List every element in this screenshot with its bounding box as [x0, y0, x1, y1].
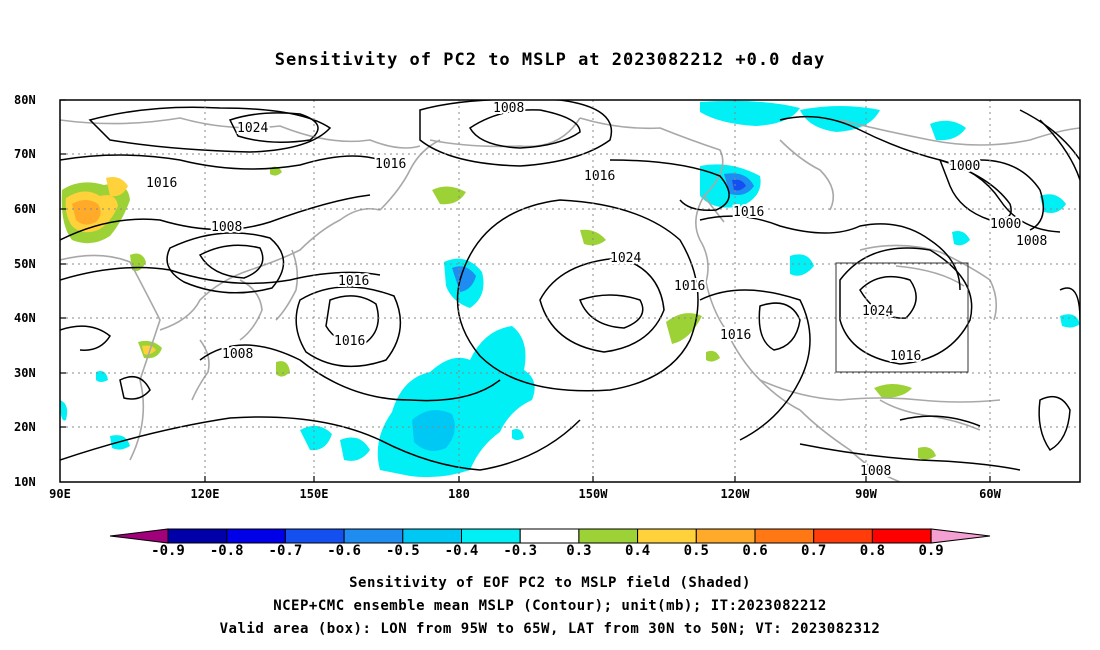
- caption-valid-area: Valid area (box): LON from 95W to 65W, L…: [219, 621, 881, 637]
- colorbar-tick-label: -0.3: [503, 543, 538, 559]
- lat-label-70n: 70N: [14, 147, 36, 161]
- mslp-contours: [60, 100, 1080, 471]
- contour-label: 1024: [237, 121, 268, 136]
- lat-label-10n: 10N: [14, 475, 36, 489]
- lon-label-120w: 120W: [720, 487, 750, 501]
- contour-label: 1016: [584, 169, 615, 184]
- contour-label: 1008: [222, 347, 253, 362]
- lat-label-50n: 50N: [14, 257, 36, 271]
- contour-label: 1024: [862, 304, 893, 319]
- axis-ticks: [60, 99, 991, 482]
- contour-label: 1016: [733, 205, 764, 220]
- colorbar-tick-label: 0.8: [859, 543, 886, 559]
- colorbar-tick-label: 0.5: [683, 543, 709, 559]
- map-title: Sensitivity of PC2 to MSLP at 2023082212…: [274, 50, 826, 70]
- lon-label-150e: 150E: [299, 487, 329, 501]
- contour-label: 1008: [493, 101, 524, 116]
- grid-lines: [60, 100, 1080, 482]
- lat-label-80n: 80N: [14, 93, 36, 107]
- lon-label-120e: 120E: [190, 487, 220, 501]
- contour-label: 1016: [720, 328, 751, 343]
- contour-label: 1008: [211, 220, 242, 235]
- lon-label-60w: 60W: [979, 487, 1001, 501]
- contour-label: 1016: [375, 157, 406, 172]
- lat-label-30n: 30N: [14, 366, 36, 380]
- contour-label: 1008: [1016, 234, 1047, 249]
- contour-label: 1000: [949, 159, 980, 174]
- colorbar-tick-label: -0.7: [268, 543, 303, 559]
- lon-label-150w: 150W: [578, 487, 608, 501]
- contour-label: 1016: [890, 349, 921, 364]
- contour-label: 1016: [146, 176, 177, 191]
- colorbar-tick-label: -0.5: [385, 543, 420, 559]
- caption-contour: NCEP+CMC ensemble mean MSLP (Contour); u…: [273, 598, 827, 614]
- lat-label-20n: 20N: [14, 420, 36, 434]
- shaded-positive-patches: [61, 166, 936, 460]
- shaded-negative-patches: [60, 100, 1080, 478]
- colorbar-tick-label: 0.6: [742, 543, 768, 559]
- contour-label-layer: 1008 1024 1016 1016 1016 1008 1016 1016 …: [144, 99, 1049, 481]
- contour-label: 1016: [338, 274, 369, 289]
- colorbar-tick-label: -0.6: [327, 543, 361, 559]
- colorbar-tick-label: 0.7: [801, 543, 827, 559]
- contour-label: 1000: [990, 217, 1021, 232]
- lat-label-40n: 40N: [14, 311, 36, 325]
- lon-label-90w: 90W: [855, 487, 877, 501]
- colorbar-tick-label: 0.3: [566, 543, 592, 559]
- colorbar-tick-label: 0.4: [624, 543, 651, 559]
- plot-frame: [59, 99, 1081, 483]
- contour-label: 1008: [860, 464, 891, 479]
- colorbar-tick-label: -0.8: [209, 543, 244, 559]
- colorbar-tick-label: -0.4: [444, 543, 479, 559]
- caption-shaded: Sensitivity of EOF PC2 to MSLP field (Sh…: [349, 575, 751, 591]
- colorbar-tick-label: 0.9: [918, 543, 944, 559]
- valid-area-box: [835, 262, 969, 373]
- colorbar-tick-label: -0.9: [151, 543, 185, 559]
- contour-label: 1016: [674, 279, 705, 294]
- lon-label-180: 180: [448, 487, 470, 501]
- lat-label-60n: 60N: [14, 202, 36, 216]
- contour-label: 1024: [610, 251, 641, 266]
- lon-label-90e: 90E: [49, 487, 71, 501]
- contour-label: 1016: [334, 334, 365, 349]
